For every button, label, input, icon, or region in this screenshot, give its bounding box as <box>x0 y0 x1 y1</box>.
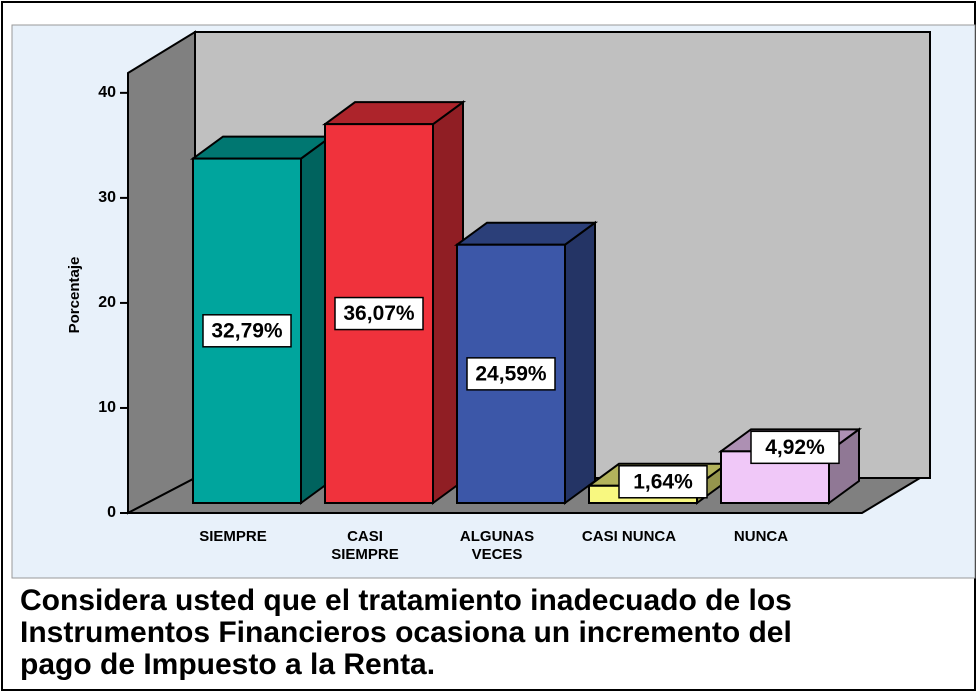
value-label: 24,59% <box>475 362 547 385</box>
x-tick-label: SIEMPRE <box>199 528 267 545</box>
y-tick-label: 0 <box>107 504 116 521</box>
x-tick-label: ALGUNAS VECES <box>460 528 534 563</box>
chart-title: pago de Impuesto a la Renta. <box>20 648 435 681</box>
x-tick-line: SIEMPRE <box>331 546 399 563</box>
y-tick-label: 40 <box>98 84 116 101</box>
side-wall <box>127 30 196 515</box>
y-axis-label: Porcentaje <box>66 257 83 334</box>
value-label: 32,79% <box>211 319 283 342</box>
x-tick-label: NUNCA <box>734 528 788 545</box>
y-tick-label: 30 <box>98 189 116 206</box>
chart-title: Instrumentos Financieros ocasiona un inc… <box>20 616 792 649</box>
x-tick-line: NUNCA <box>734 528 788 545</box>
x-tick-line: SIEMPRE <box>199 528 267 545</box>
value-label-box <box>334 296 424 331</box>
value-label-box <box>466 357 556 391</box>
x-tick-line: CASI <box>347 528 383 545</box>
x-tick-line: ALGUNAS <box>460 528 534 545</box>
value-label-box <box>202 314 292 348</box>
y-tick-label: 10 <box>98 399 116 416</box>
x-tick-line: VECES <box>472 546 523 563</box>
x-tick-line: CASI NUNCA <box>582 528 676 545</box>
value-label: 1,64% <box>633 470 693 493</box>
chart-title: Considera usted que el tratamiento inade… <box>20 584 792 617</box>
value-label: 36,07% <box>343 302 415 325</box>
value-label-box <box>750 430 840 465</box>
value-label-box <box>618 465 708 499</box>
x-tick-label: CASI NUNCA <box>582 528 676 545</box>
y-tick-label: 20 <box>98 294 116 311</box>
bar-side <box>564 220 596 505</box>
x-tick-label: CASI SIEMPRE <box>331 528 399 563</box>
value-label: 4,92% <box>765 436 825 459</box>
